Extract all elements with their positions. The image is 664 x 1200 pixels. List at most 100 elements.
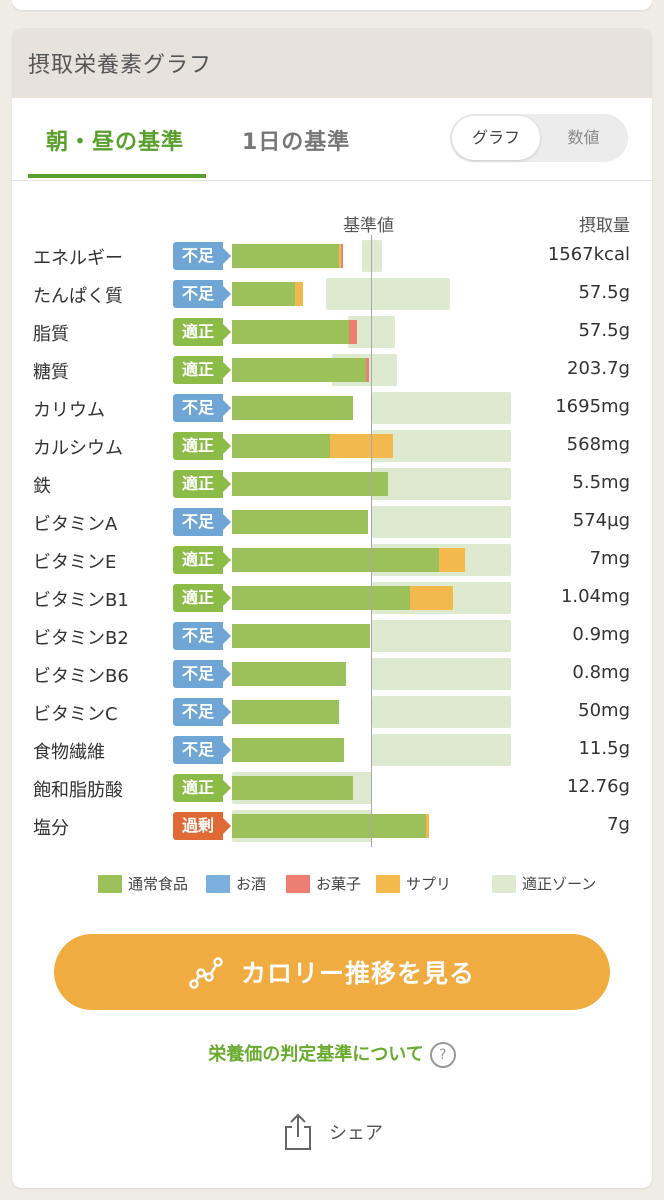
intake-value: 568mg [566, 434, 630, 455]
status-badge: 適正 [173, 774, 231, 802]
status-badge: 不足 [173, 280, 231, 308]
bar-supplement-segment [410, 586, 453, 610]
tab-bar: 朝・昼の基準 1日の基準 数値 グラフ [12, 98, 652, 181]
nutrient-name: 脂質 [33, 324, 69, 345]
intake-bar [232, 244, 343, 268]
intake-value: 5.5mg [572, 472, 630, 493]
bar-sweets-segment [341, 244, 343, 268]
bar-food-segment [232, 662, 346, 686]
criteria-link[interactable]: 栄養価の判定基準について? [12, 1040, 652, 1068]
status-badge: 適正 [173, 356, 231, 384]
intake-value: 57.5g [578, 282, 630, 303]
share-button[interactable]: シェア [12, 1112, 652, 1152]
legend-label: 適正ゾーン [522, 875, 597, 893]
status-badge: 過剰 [173, 812, 231, 840]
status-badge: 不足 [173, 394, 231, 422]
bar-food-segment [232, 282, 295, 306]
bar-supplement-segment [339, 244, 341, 268]
status-badge: 適正 [173, 432, 231, 460]
legend-swatch [376, 874, 400, 893]
legend-swatch [206, 874, 230, 893]
criteria-link-label: 栄養価の判定基準について [208, 1044, 424, 1065]
tab-full-day[interactable]: 1日の基準 [242, 130, 351, 155]
nutrient-name: 塩分 [33, 818, 69, 839]
tab-morning-noon[interactable]: 朝・昼の基準 [46, 130, 185, 155]
intake-bar [232, 282, 303, 306]
bar-supplement-segment [439, 548, 465, 572]
optimal-zone [372, 658, 511, 690]
intake-bar [232, 814, 429, 838]
status-badge: 適正 [173, 318, 231, 346]
status-badge: 適正 [173, 546, 231, 574]
bar-food-segment [232, 434, 330, 458]
legend-item-food: 通常食品 [98, 873, 188, 894]
intake-value: 11.5g [578, 738, 630, 759]
status-badge: 不足 [173, 622, 231, 650]
bar-sweets-segment [366, 358, 369, 382]
optimal-zone [372, 430, 511, 462]
calorie-trend-label: カロリー推移を見る [240, 959, 475, 988]
bar-food-segment [232, 700, 339, 724]
intake-value: 7g [607, 814, 630, 835]
nutrient-name: カリウム [33, 400, 105, 421]
status-badge: 不足 [173, 660, 231, 688]
nutrient-row: エネルギー 不足 1567kcal [12, 238, 652, 276]
bar-sweets-segment [349, 320, 357, 344]
intake-value: 574µg [572, 510, 630, 531]
bar-food-segment [232, 814, 426, 838]
nutrient-name: ビタミンC [33, 704, 118, 725]
help-icon: ? [429, 1042, 456, 1068]
nutrient-row: カルシウム 適正 568mg [12, 428, 652, 466]
card-header: 摂取栄養素グラフ [12, 28, 652, 98]
value-view-button[interactable]: 数値 [567, 128, 600, 147]
intake-bar [232, 776, 353, 800]
optimal-zone [372, 468, 511, 500]
intake-bar [232, 624, 370, 648]
bar-food-segment [232, 358, 366, 382]
intake-value: 12.76g [567, 776, 630, 797]
intake-value: 1695mg [555, 396, 630, 417]
intake-value: 7mg [589, 548, 630, 569]
bar-supplement-segment [295, 282, 303, 306]
amount-column-label: 摂取量 [579, 216, 630, 236]
nutrient-name: 鉄 [33, 476, 51, 497]
intake-value: 50mg [578, 700, 630, 721]
nutrient-row: 食物繊維 不足 11.5g [12, 732, 652, 770]
nutrient-name: 飽和脂肪酸 [33, 780, 123, 801]
legend-item-alcohol: お酒 [206, 873, 266, 894]
intake-bar [232, 510, 368, 534]
intake-value: 1.04mg [560, 586, 630, 607]
nutrient-row: たんぱく質 不足 57.5g [12, 276, 652, 314]
nutrient-chart: 基準値 摂取量 エネルギー 不足 1567kcal たんぱく質 不足 57.5g… [12, 181, 652, 847]
optimal-zone [362, 240, 382, 272]
intake-bar [232, 700, 339, 724]
nutrient-name: 糖質 [33, 362, 69, 383]
view-toggle: 数値 グラフ [450, 114, 628, 162]
optimal-zone [372, 506, 511, 538]
intake-value: 1567kcal [547, 244, 630, 265]
status-badge: 不足 [173, 508, 231, 536]
nutrient-row: ビタミンA 不足 574µg [12, 504, 652, 542]
intake-bar [232, 396, 353, 420]
nutrient-graph-card: 摂取栄養素グラフ 朝・昼の基準 1日の基準 数値 グラフ 基準値 摂取量 エネル… [12, 28, 652, 1188]
bar-food-segment [232, 320, 349, 344]
optimal-zone [372, 620, 511, 652]
bar-food-segment [232, 586, 410, 610]
intake-bar [232, 472, 388, 496]
nutrient-row: ビタミンC 不足 50mg [12, 694, 652, 732]
card-title: 摂取栄養素グラフ [28, 53, 213, 78]
bar-food-segment [232, 738, 344, 762]
trend-chart-icon [189, 955, 223, 989]
graph-view-button[interactable]: グラフ [452, 116, 540, 160]
status-badge: 不足 [173, 698, 231, 726]
bar-food-segment [232, 776, 353, 800]
nutrient-name: ビタミンA [33, 514, 118, 535]
reference-column-label: 基準値 [343, 216, 394, 236]
status-badge: 適正 [173, 470, 231, 498]
legend-swatch [492, 874, 516, 893]
nutrient-name: ビタミンB1 [33, 590, 129, 611]
legend-label: 通常食品 [128, 875, 189, 893]
calorie-trend-button[interactable]: カロリー推移を見る [54, 934, 610, 1010]
bar-supplement-segment [330, 434, 393, 458]
nutrient-row: ビタミンB1 適正 1.04mg [12, 580, 652, 618]
